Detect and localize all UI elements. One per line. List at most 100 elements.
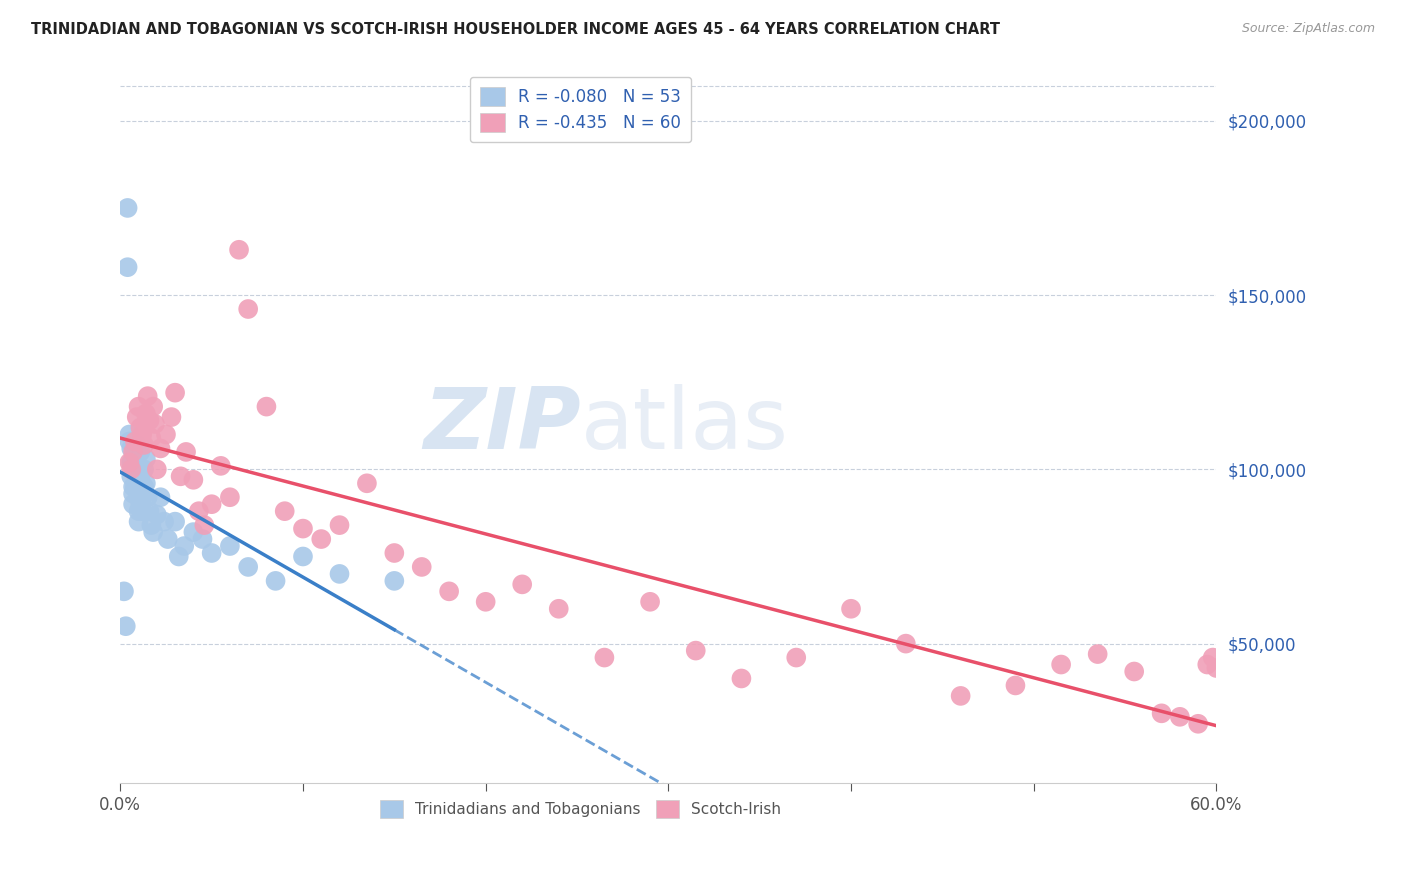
Point <box>169 469 191 483</box>
Point <box>238 301 260 316</box>
Point <box>201 546 224 560</box>
Point <box>191 532 214 546</box>
Point <box>174 445 197 459</box>
Text: atlas: atlas <box>581 384 789 467</box>
Point <box>122 445 145 459</box>
Point <box>124 434 146 449</box>
Point <box>117 201 139 215</box>
Point <box>328 566 350 581</box>
Point <box>165 385 187 400</box>
Point <box>685 643 707 657</box>
Point <box>593 650 616 665</box>
Point <box>411 560 433 574</box>
Point <box>118 434 141 449</box>
Point <box>1150 706 1173 721</box>
Point <box>238 560 260 574</box>
Legend: Trinidadians and Tobagonians, Scotch-Irish: Trinidadians and Tobagonians, Scotch-Iri… <box>373 792 789 825</box>
Point <box>138 413 160 427</box>
Point <box>124 480 146 494</box>
Point <box>437 584 460 599</box>
Point <box>187 504 209 518</box>
Point <box>129 473 152 487</box>
Point <box>291 549 314 564</box>
Point <box>146 508 169 522</box>
Point <box>894 637 917 651</box>
Point <box>193 518 215 533</box>
Point <box>1202 650 1225 665</box>
Point <box>228 243 250 257</box>
Point <box>256 400 278 414</box>
Point <box>118 455 141 469</box>
Point <box>165 515 187 529</box>
Point <box>122 497 145 511</box>
Point <box>129 462 152 476</box>
Point <box>120 442 142 456</box>
Point <box>132 480 155 494</box>
Point <box>128 504 150 518</box>
Point <box>1050 657 1073 672</box>
Point <box>142 525 165 540</box>
Text: ZIP: ZIP <box>423 384 581 467</box>
Text: TRINIDADIAN AND TOBAGONIAN VS SCOTCH-IRISH HOUSEHOLDER INCOME AGES 45 - 64 YEARS: TRINIDADIAN AND TOBAGONIAN VS SCOTCH-IRI… <box>31 22 1000 37</box>
Point <box>146 462 169 476</box>
Point <box>129 420 152 434</box>
Point <box>382 574 405 588</box>
Point <box>785 650 807 665</box>
Point <box>131 504 153 518</box>
Point <box>149 490 172 504</box>
Point <box>167 549 190 564</box>
Point <box>120 462 142 476</box>
Point <box>135 407 157 421</box>
Point <box>128 480 150 494</box>
Point <box>1087 647 1109 661</box>
Point <box>138 504 160 518</box>
Point <box>510 577 533 591</box>
Point <box>114 619 136 633</box>
Point <box>149 442 172 456</box>
Point <box>547 601 569 615</box>
Point <box>264 574 287 588</box>
Point <box>1187 716 1209 731</box>
Point <box>136 389 159 403</box>
Point <box>117 260 139 275</box>
Point <box>219 539 242 553</box>
Point <box>128 490 150 504</box>
Point <box>128 400 150 414</box>
Point <box>382 546 405 560</box>
Point <box>160 410 183 425</box>
Point <box>131 490 153 504</box>
Point <box>125 410 148 425</box>
Point <box>125 469 148 483</box>
Point <box>135 476 157 491</box>
Point <box>183 525 205 540</box>
Point <box>143 417 166 431</box>
Point <box>291 522 314 536</box>
Point <box>273 504 295 518</box>
Point <box>118 427 141 442</box>
Point <box>1205 661 1227 675</box>
Point <box>1004 678 1026 692</box>
Point <box>173 539 195 553</box>
Point <box>132 438 155 452</box>
Point <box>124 462 146 476</box>
Point <box>141 518 163 533</box>
Point <box>135 451 157 466</box>
Point <box>309 532 332 546</box>
Text: Source: ZipAtlas.com: Source: ZipAtlas.com <box>1241 22 1375 36</box>
Point <box>122 480 145 494</box>
Point <box>124 449 146 463</box>
Point <box>120 455 142 469</box>
Point <box>141 431 163 445</box>
Point <box>1168 710 1191 724</box>
Point <box>219 490 242 504</box>
Point <box>155 427 177 442</box>
Point <box>328 518 350 533</box>
Point <box>949 689 972 703</box>
Point <box>122 487 145 501</box>
Point <box>142 400 165 414</box>
Point <box>128 515 150 529</box>
Point <box>153 515 176 529</box>
Point <box>201 497 224 511</box>
Point <box>129 497 152 511</box>
Point <box>1197 657 1219 672</box>
